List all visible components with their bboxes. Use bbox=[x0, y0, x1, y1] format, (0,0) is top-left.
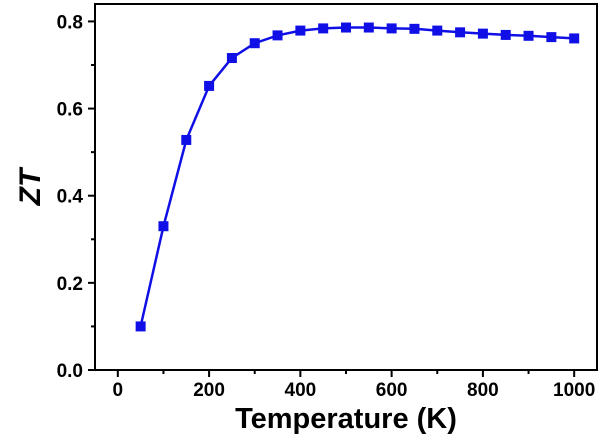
data-point bbox=[341, 22, 351, 33]
y-tick-label: 0.6 bbox=[57, 100, 83, 121]
data-point bbox=[226, 53, 237, 64]
y-tick-label: 0.4 bbox=[57, 187, 84, 208]
data-point bbox=[546, 32, 557, 43]
data-point bbox=[135, 321, 146, 332]
x-axis-title: Temperature (K) bbox=[235, 403, 457, 435]
data-point bbox=[249, 38, 260, 49]
data-point bbox=[409, 23, 420, 34]
x-tick-label: 400 bbox=[285, 380, 317, 401]
axis-frame bbox=[94, 3, 598, 371]
data-point bbox=[569, 33, 580, 44]
x-tick-label: 600 bbox=[376, 380, 408, 401]
data-point bbox=[523, 30, 534, 41]
data-point bbox=[500, 29, 511, 40]
data-point bbox=[455, 27, 466, 38]
x-axis-ticks bbox=[116, 370, 576, 377]
y-tick-label: 0.2 bbox=[57, 274, 83, 295]
x-tick-label: 200 bbox=[193, 380, 225, 401]
data-point bbox=[204, 80, 215, 91]
data-point bbox=[181, 134, 192, 145]
series-polyline bbox=[139, 26, 575, 327]
data-point bbox=[272, 30, 283, 41]
data-point bbox=[318, 23, 329, 34]
y-axis-tick-labels: 0.0 0.2 0.4 0.6 0.8 bbox=[57, 12, 84, 382]
data-point bbox=[158, 221, 169, 232]
y-tick-label: 0.8 bbox=[57, 12, 83, 33]
data-point bbox=[432, 25, 443, 36]
x-axis-tick-labels: 0 200 400 600 800 1000 bbox=[113, 380, 596, 401]
y-axis-ticks bbox=[88, 20, 95, 371]
x-tick-label: 0 bbox=[113, 380, 124, 401]
series-line bbox=[139, 26, 575, 327]
data-point bbox=[386, 23, 397, 34]
x-tick-label: 800 bbox=[467, 380, 499, 401]
data-point bbox=[295, 25, 306, 36]
y-tick-label: 0.0 bbox=[57, 361, 83, 382]
series-points bbox=[135, 22, 580, 332]
y-axis-title: ZT bbox=[14, 166, 47, 206]
plot-area-frame bbox=[94, 3, 598, 371]
x-tick-label: 1000 bbox=[553, 380, 595, 401]
data-point bbox=[477, 28, 488, 39]
data-point bbox=[363, 22, 374, 33]
